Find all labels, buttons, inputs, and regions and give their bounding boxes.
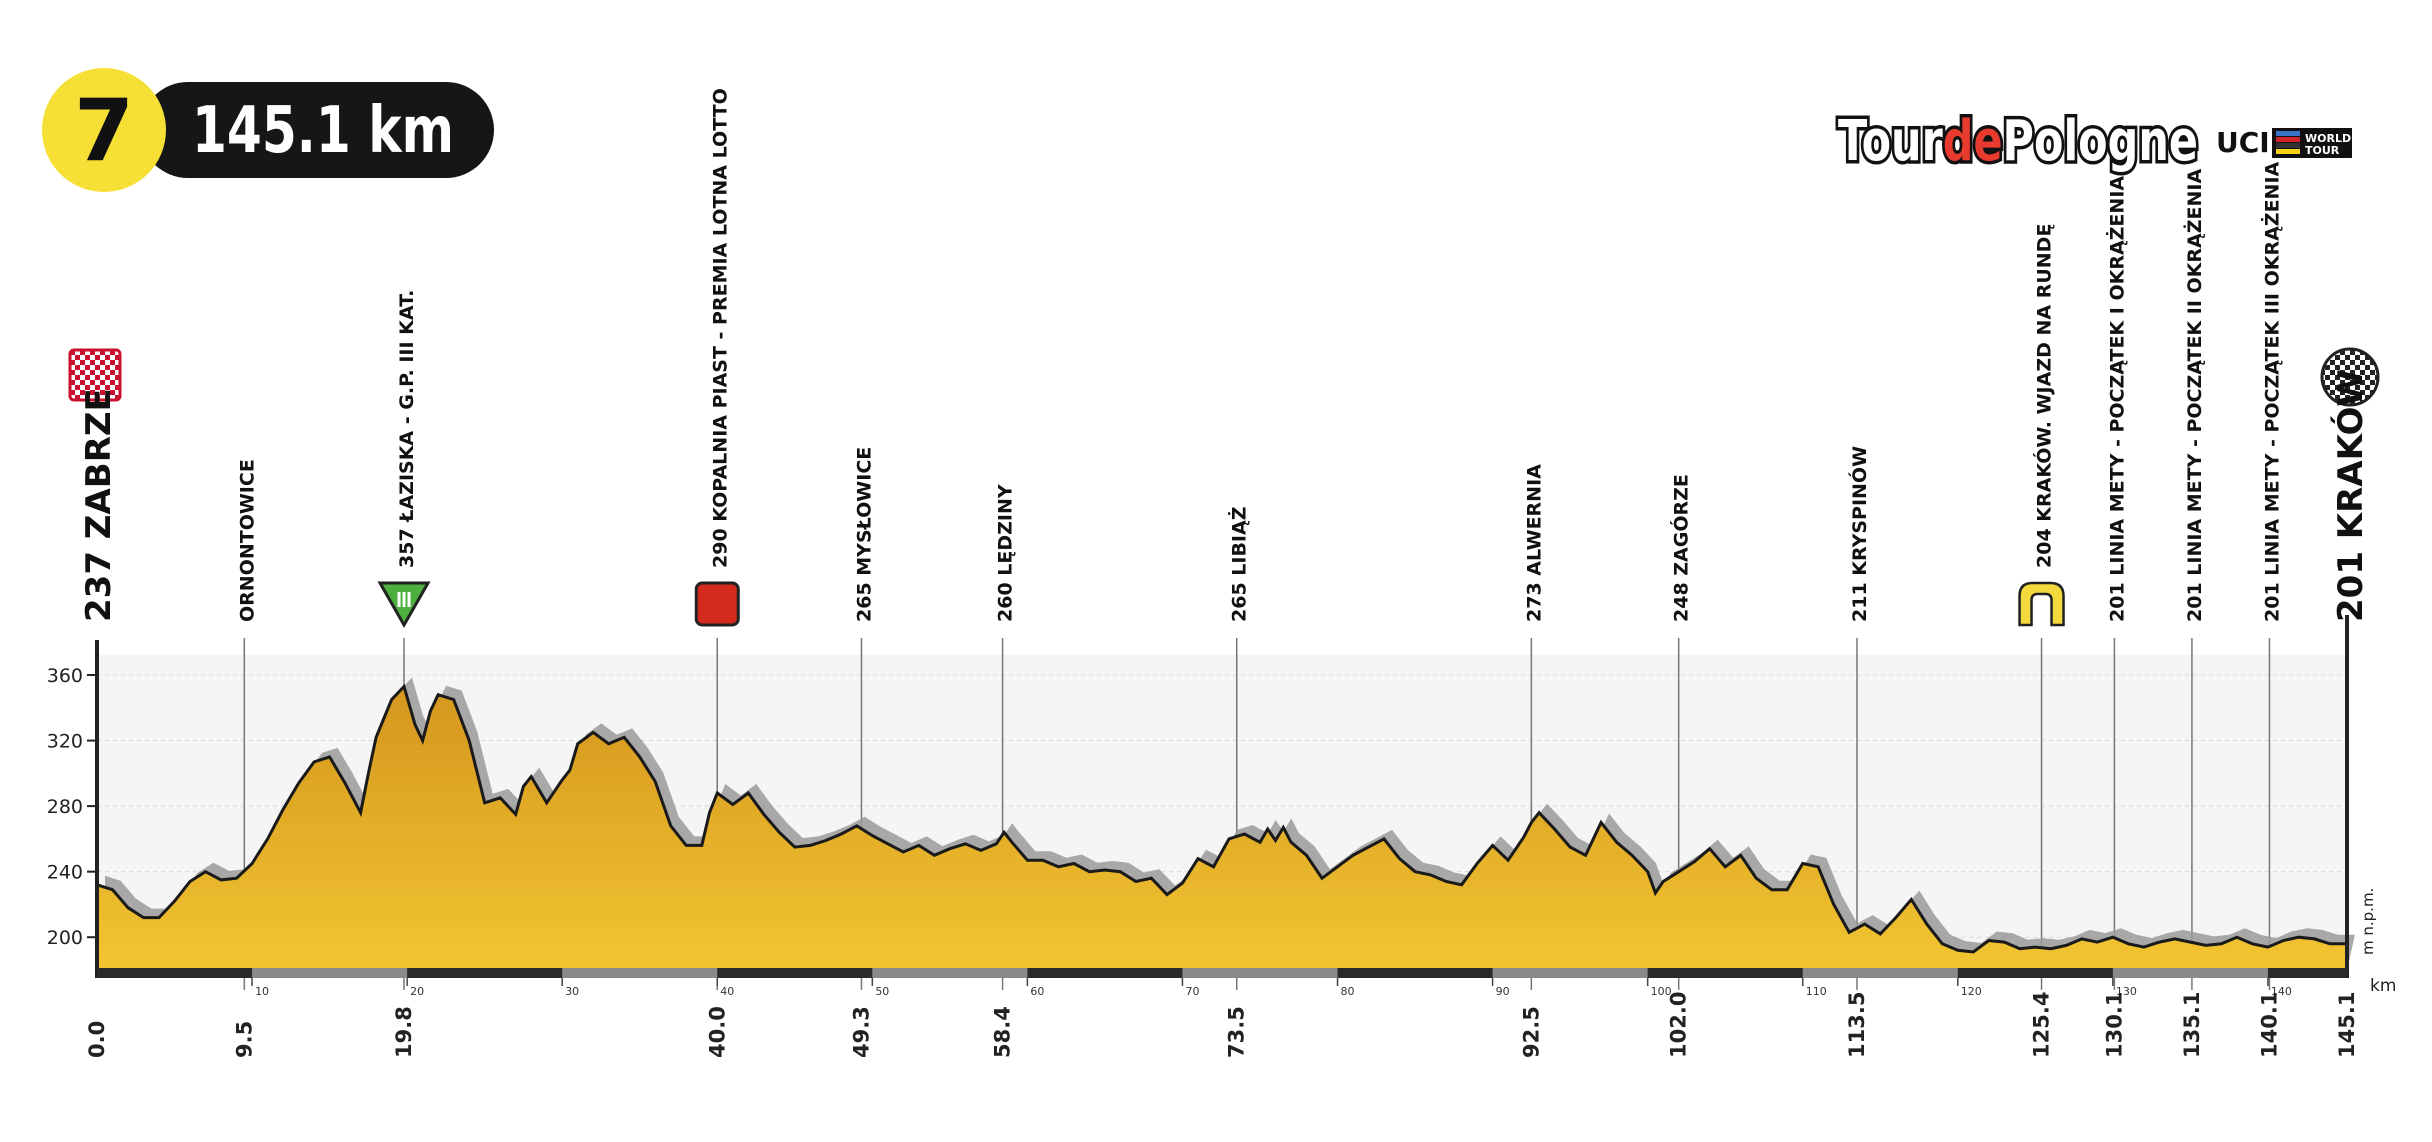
x-axis-band-seg-70 [1182, 968, 1338, 978]
x-minor-label-10: 10 [255, 985, 269, 998]
tour-de-pologne-logo: TourdePologne UCI WORLD TOUR [1835, 106, 2352, 178]
uci-stripe-black [2276, 143, 2300, 148]
km-marker-label-11: 130.1 [2102, 992, 2126, 1058]
elevation-area [97, 686, 2347, 970]
y-axis-ticks: 200 240 280 320 360 [47, 665, 97, 949]
y-tick-label-360: 360 [47, 665, 83, 687]
waypoint-label-4: 260 LĘDZINY [995, 484, 1017, 622]
distance-pill [140, 82, 494, 178]
stage-badge: 7 145.1 km [42, 68, 494, 192]
finish-label: 201 KRAKÓW [2330, 369, 2371, 622]
x-minor-label-60: 60 [1030, 985, 1044, 998]
y-tick-label-280: 280 [47, 796, 83, 818]
x-axis-band-seg-90 [1492, 968, 1648, 978]
start-flag-icon [68, 348, 122, 402]
waypoint-label-6: 273 ALWERNIA [1523, 464, 1545, 622]
km-marker-label-6: 73.5 [1225, 1006, 1249, 1058]
km-marker-label-13: 140.1 [2257, 992, 2281, 1058]
x-minor-label-80: 80 [1341, 985, 1355, 998]
uci-stripe-yellow [2276, 149, 2300, 154]
km-marker-label-0: 0.0 [85, 1021, 109, 1058]
finish-flag-icon [2320, 347, 2380, 407]
waypoint-label-11: 201 LINIA METY - POCZĄTEK II OKRĄŻENIA [2182, 169, 2206, 622]
waypoint-label-2: 290 KOPALNIA PIAST - PREMIA LOTNA LOTTO [709, 88, 731, 568]
waypoint-label-1: 357 ŁAZISKA - G.P. III KAT. [396, 290, 418, 568]
km-marker-label-7: 92.5 [1519, 1006, 1543, 1058]
km-marker-label-1: 9.5 [232, 1021, 256, 1058]
x-minor-label-140: 140 [2271, 985, 2292, 998]
x-axis-minor-ticks: 10 20 30 40 50 60 70 80 90 100 110 120 130 140 [251, 978, 2292, 998]
logo-tour: Tour [1838, 109, 1943, 174]
x-minor-label-40: 40 [720, 985, 734, 998]
x-minor-label-30: 30 [565, 985, 579, 998]
waypoint-label-0: ORNONTOWICE [236, 459, 258, 622]
worldtour-line2: TOUR [2305, 144, 2340, 157]
km-marker-label-3: 40.0 [705, 1006, 729, 1058]
waypoint-label-8: 211 KRYSPINÓW [1847, 446, 1871, 622]
x-minor-label-120: 120 [1961, 985, 1982, 998]
waypoint-label-5: 265 LIBIĄŻ [1227, 507, 1251, 622]
circuit-entry-icon [2018, 581, 2065, 627]
uci-text: UCI [2216, 126, 2270, 159]
x-axis-band-seg-130 [2112, 968, 2268, 978]
waypoint-labels: ORNONTOWICE 357 ŁAZISKA - G.P. III KAT. 29… [236, 88, 2283, 629]
y-axis-unit: m n.p.m. [2359, 888, 2377, 955]
logo-pologne: Pologne [2003, 109, 2198, 174]
uci-stripe-blue [2276, 131, 2300, 136]
logo-wordmark: TourdePologne [1838, 109, 2198, 174]
sprint-bonus-icon [694, 581, 740, 627]
km-marker-label-14: 145.1 [2335, 992, 2359, 1058]
y-tick-label-200: 200 [47, 927, 83, 949]
elevation-line [96, 683, 2347, 954]
x-axis-band-seg-50 [872, 968, 1028, 978]
grid-lines [97, 674, 2347, 938]
km-marker-label-12: 135.1 [2180, 992, 2204, 1058]
x-minor-label-90: 90 [1496, 985, 1510, 998]
km-marker-label-5: 58.4 [991, 1006, 1015, 1058]
x-axis-unit: km [2370, 976, 2396, 996]
waypoint-label-10: 201 LINIA METY - POCZĄTEK I OKRĄŻENIA [2104, 176, 2128, 622]
x-minor-label-130: 130 [2116, 985, 2137, 998]
x-minor-label-110: 110 [1806, 985, 1827, 998]
x-minor-label-100: 100 [1651, 985, 1672, 998]
x-axis-band-seg-110 [1802, 968, 1958, 978]
km-marker-labels: 0.0 9.5 19.8 40.0 49.3 58.4 73.5 92.5 102.0 113.5… [85, 992, 2359, 1058]
stage-number-circle [42, 68, 166, 192]
x-minor-label-20: 20 [410, 985, 424, 998]
y-tick-label-240: 240 [47, 862, 83, 884]
km-marker-label-4: 49.3 [849, 1006, 873, 1058]
stage-distance: 145.1 km [192, 94, 454, 168]
stage-number: 7 [74, 81, 134, 181]
logo-de: de [1943, 109, 2003, 174]
start-label: 237 ZABRZE [79, 388, 119, 622]
x-axis-band-seg-30 [562, 968, 718, 978]
waypoint-label-12: 201 LINIA METY - POCZĄTEK III OKRĄŻENIA [2259, 161, 2283, 622]
waypoint-label-3: 265 MYSŁOWICE [853, 447, 875, 622]
y-tick-label-320: 320 [47, 731, 83, 753]
km-marker-label-8: 102.0 [1667, 992, 1691, 1058]
x-axis-band-seg-10 [252, 968, 408, 978]
waypoint-label-9: 204 KRAKÓW. WJAZD NA RUNDĘ [2032, 224, 2056, 568]
x-minor-label-50: 50 [875, 985, 889, 998]
x-minor-label-70: 70 [1185, 985, 1199, 998]
waypoint-label-7: 248 ZAGÓRZE [1669, 474, 1693, 622]
km-marker-label-2: 19.8 [392, 1006, 416, 1058]
x-axis-band [97, 968, 2347, 978]
uci-stripe-red [2276, 137, 2300, 142]
worldtour-line1: WORLD [2305, 132, 2351, 145]
km-marker-label-10: 125.4 [2030, 992, 2054, 1058]
km-marker-label-9: 113.5 [1845, 992, 1869, 1058]
